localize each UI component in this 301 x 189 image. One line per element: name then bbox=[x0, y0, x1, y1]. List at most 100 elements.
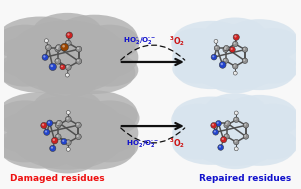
Circle shape bbox=[234, 35, 237, 38]
Ellipse shape bbox=[51, 90, 138, 138]
Ellipse shape bbox=[175, 53, 247, 89]
Ellipse shape bbox=[0, 128, 81, 169]
Circle shape bbox=[61, 139, 67, 145]
Circle shape bbox=[222, 138, 224, 140]
Ellipse shape bbox=[0, 100, 55, 136]
Ellipse shape bbox=[0, 129, 54, 162]
Circle shape bbox=[65, 64, 71, 70]
Circle shape bbox=[225, 135, 227, 137]
Circle shape bbox=[211, 54, 217, 60]
Ellipse shape bbox=[247, 54, 298, 84]
Circle shape bbox=[49, 63, 57, 70]
Circle shape bbox=[67, 141, 69, 143]
Ellipse shape bbox=[0, 53, 54, 87]
Ellipse shape bbox=[36, 138, 99, 174]
Circle shape bbox=[45, 40, 47, 41]
Circle shape bbox=[212, 55, 214, 57]
Ellipse shape bbox=[79, 25, 140, 60]
Ellipse shape bbox=[81, 129, 138, 162]
Circle shape bbox=[65, 116, 71, 122]
Ellipse shape bbox=[0, 92, 84, 136]
Circle shape bbox=[219, 61, 226, 68]
Circle shape bbox=[215, 40, 216, 42]
Circle shape bbox=[234, 147, 238, 151]
Ellipse shape bbox=[51, 15, 138, 63]
Ellipse shape bbox=[0, 52, 81, 93]
Circle shape bbox=[217, 122, 219, 124]
Ellipse shape bbox=[0, 17, 84, 61]
Circle shape bbox=[224, 134, 229, 139]
Circle shape bbox=[235, 148, 237, 149]
Circle shape bbox=[67, 41, 69, 43]
Circle shape bbox=[65, 40, 71, 46]
Circle shape bbox=[57, 123, 58, 125]
Circle shape bbox=[53, 139, 55, 141]
Circle shape bbox=[244, 124, 246, 126]
Circle shape bbox=[234, 118, 237, 120]
Circle shape bbox=[233, 64, 238, 69]
Circle shape bbox=[51, 65, 53, 67]
Ellipse shape bbox=[207, 137, 263, 169]
Circle shape bbox=[234, 42, 236, 44]
Circle shape bbox=[57, 46, 59, 48]
Circle shape bbox=[61, 65, 63, 67]
Circle shape bbox=[234, 139, 239, 145]
Ellipse shape bbox=[182, 24, 289, 90]
Circle shape bbox=[234, 111, 238, 115]
Circle shape bbox=[41, 122, 47, 129]
Circle shape bbox=[221, 63, 223, 65]
Circle shape bbox=[65, 140, 71, 146]
Ellipse shape bbox=[221, 19, 298, 62]
Ellipse shape bbox=[182, 100, 289, 166]
Circle shape bbox=[233, 71, 237, 75]
Circle shape bbox=[47, 120, 53, 126]
Circle shape bbox=[55, 134, 61, 140]
Ellipse shape bbox=[223, 128, 296, 166]
Circle shape bbox=[219, 146, 221, 148]
Circle shape bbox=[224, 45, 229, 51]
Circle shape bbox=[218, 145, 224, 150]
Circle shape bbox=[44, 129, 50, 135]
Text: Damaged residues: Damaged residues bbox=[10, 174, 105, 183]
Circle shape bbox=[67, 148, 69, 149]
Circle shape bbox=[60, 64, 65, 70]
Ellipse shape bbox=[171, 28, 225, 60]
Ellipse shape bbox=[207, 62, 263, 93]
Ellipse shape bbox=[204, 93, 266, 128]
Ellipse shape bbox=[247, 39, 298, 75]
Ellipse shape bbox=[79, 100, 140, 136]
Ellipse shape bbox=[223, 52, 296, 90]
Circle shape bbox=[55, 46, 61, 52]
Circle shape bbox=[233, 41, 238, 47]
Circle shape bbox=[66, 74, 67, 75]
Ellipse shape bbox=[33, 13, 102, 51]
Circle shape bbox=[234, 72, 235, 73]
Circle shape bbox=[51, 146, 53, 149]
Circle shape bbox=[223, 47, 228, 52]
Circle shape bbox=[76, 134, 81, 140]
Circle shape bbox=[225, 46, 227, 48]
Ellipse shape bbox=[221, 95, 298, 138]
Ellipse shape bbox=[246, 28, 299, 60]
Circle shape bbox=[76, 58, 82, 64]
Circle shape bbox=[77, 123, 79, 125]
Circle shape bbox=[234, 140, 237, 142]
Ellipse shape bbox=[172, 39, 224, 75]
Ellipse shape bbox=[172, 54, 224, 84]
Circle shape bbox=[51, 137, 58, 144]
Circle shape bbox=[243, 48, 245, 50]
Circle shape bbox=[47, 46, 49, 48]
Circle shape bbox=[213, 129, 219, 135]
Circle shape bbox=[243, 59, 245, 61]
Circle shape bbox=[42, 124, 44, 126]
Circle shape bbox=[225, 121, 230, 126]
Circle shape bbox=[229, 47, 235, 53]
Circle shape bbox=[43, 55, 45, 58]
Text: $\mathbf{^3}$O$\mathbf{_2}$: $\mathbf{^3}$O$\mathbf{_2}$ bbox=[169, 137, 185, 150]
Circle shape bbox=[231, 48, 233, 50]
Circle shape bbox=[214, 130, 216, 132]
Circle shape bbox=[224, 123, 229, 128]
Ellipse shape bbox=[204, 18, 266, 52]
Circle shape bbox=[62, 45, 65, 48]
Circle shape bbox=[244, 135, 246, 137]
